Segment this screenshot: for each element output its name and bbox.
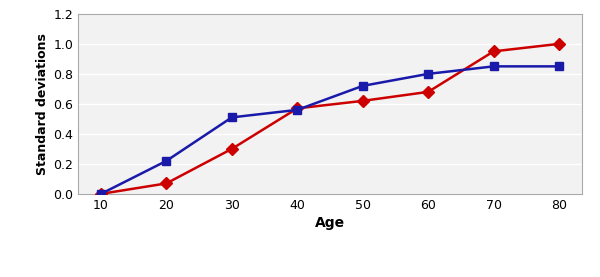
Y-axis label: Standard deviations: Standard deviations [36,33,49,175]
X-axis label: Age: Age [315,216,345,230]
